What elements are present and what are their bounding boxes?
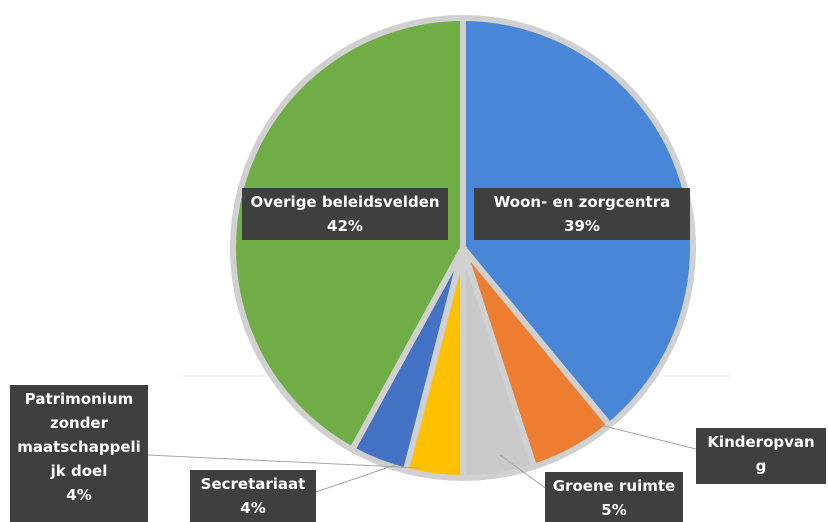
- data-label: Patrimonium zonder maatschappelijk doel 4…: [10, 385, 148, 522]
- label-category: Secretariaat: [200, 475, 306, 493]
- data-label: Overige beleidsvelden 42%: [242, 188, 448, 240]
- label-value: 4%: [66, 486, 92, 504]
- label-category: Patrimonium zonder maatschappelijk doel: [17, 390, 141, 480]
- leader-line: [147, 454, 421, 469]
- label-value: 5%: [601, 501, 627, 519]
- leader-line: [499, 454, 549, 491]
- data-label: Woon- en zorgcentra 39%: [474, 188, 690, 240]
- data-label: Groene ruimte 5%: [545, 472, 683, 522]
- label-value: 39%: [564, 217, 600, 235]
- label-category: Woon- en zorgcentra: [493, 193, 671, 211]
- label-category: Kinderopvang: [707, 433, 815, 475]
- label-category: Groene ruimte: [552, 477, 676, 495]
- label-value: 42%: [327, 217, 363, 235]
- data-label: Secretariaat 4%: [190, 470, 316, 522]
- leader-line: [315, 464, 396, 493]
- data-label: Kinderopvang 6%: [696, 428, 826, 499]
- leader-line: [599, 424, 701, 451]
- label-category: Overige beleidsvelden: [250, 193, 440, 211]
- label-value: 4%: [240, 499, 266, 517]
- label-value: 6%: [748, 481, 774, 499]
